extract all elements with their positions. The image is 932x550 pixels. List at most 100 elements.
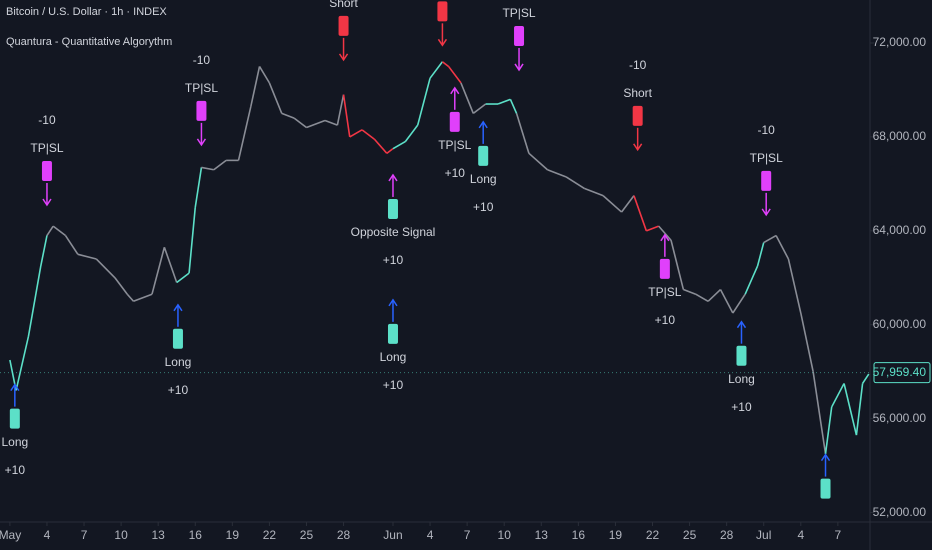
signal-arrow-head: [478, 120, 488, 129]
signal-label: TP|SL: [502, 6, 535, 20]
price-segment: [237, 106, 252, 161]
signal-arrow-head: [660, 233, 670, 242]
price-segment: [392, 140, 406, 150]
x-tick-label: 22: [263, 528, 277, 542]
price-segment: [281, 112, 295, 119]
price-segment: [349, 129, 363, 138]
price-segment: [620, 195, 635, 213]
price-segment: [95, 258, 116, 279]
x-tick-label: 22: [646, 528, 660, 542]
signal: Short: [329, 0, 359, 62]
price-segment: [843, 383, 858, 436]
price-segment: [27, 265, 42, 337]
price-segment: [800, 312, 814, 372]
price-segment: [306, 119, 326, 129]
signal-arrow-head: [761, 208, 771, 217]
signal-label: Long: [728, 372, 755, 386]
signal-label: TP|SL: [648, 285, 681, 299]
price-segment: [342, 94, 351, 138]
signal-label: Short: [329, 0, 358, 10]
price-segment: [602, 195, 623, 213]
chart-title: Bitcoin / U.S. Dollar · 1h · INDEX: [6, 6, 167, 18]
y-tick-label: 56,000.00: [873, 411, 927, 425]
price-segment: [194, 167, 203, 208]
price-segment: [52, 225, 66, 237]
signal-label: +10: [731, 400, 752, 414]
signal-label: TP|SL: [438, 138, 471, 152]
signal-label: -10: [758, 123, 776, 137]
signal-flag: [196, 100, 207, 121]
x-tick-label: 4: [427, 528, 434, 542]
signal: TP|SL +10: [438, 86, 472, 180]
price-segment: [497, 98, 511, 105]
signal-label: +10: [5, 463, 26, 477]
signal-arrow-head: [388, 173, 398, 182]
price-segment: [126, 293, 135, 302]
price-segment: [268, 82, 283, 114]
price-segment: [763, 234, 777, 244]
price-segment: [756, 242, 765, 267]
price-segment: [386, 148, 394, 154]
x-tick-label: 7: [835, 528, 842, 542]
x-tick-label: 16: [189, 528, 203, 542]
x-tick-label: 25: [300, 528, 314, 542]
x-tick-label: 16: [572, 528, 586, 542]
signal: -10 Short: [623, 58, 653, 152]
signal-label: +10: [383, 378, 404, 392]
signal-flag: [514, 25, 525, 46]
price-segment: [744, 265, 759, 295]
signal-arrow-head: [196, 138, 207, 147]
signal-label: -10: [629, 58, 647, 72]
price-segment: [404, 124, 419, 143]
x-tick-label: 25: [683, 528, 697, 542]
signal-label: Short: [623, 86, 652, 100]
price-segment: [460, 82, 475, 114]
y-tick-label: 72,000.00: [873, 35, 927, 49]
signal: Long +10: [728, 320, 755, 414]
price-segment: [515, 113, 530, 154]
signal-arrow-head: [633, 143, 643, 152]
signal-flag: [632, 105, 643, 126]
price-segment: [441, 61, 450, 68]
signal-arrow-head: [514, 63, 524, 72]
price-segment: [824, 406, 833, 455]
x-tick-label: 28: [337, 528, 351, 542]
signal-label: Long: [165, 355, 192, 369]
signal-arrow-head: [736, 320, 747, 329]
x-tick-label: May: [0, 528, 21, 542]
signal-flag: [736, 345, 747, 366]
plot: Long +10 -10 TP|SL Long +10 -10 TP|SL Short Oppos…: [1, 0, 870, 499]
signal-flag: [9, 408, 20, 429]
price-segment: [114, 277, 128, 295]
price-segment: [188, 207, 197, 274]
signal-arrow-head: [338, 53, 349, 62]
price-segment: [15, 336, 30, 391]
price-segment: [861, 373, 870, 384]
price-segment: [176, 272, 190, 284]
signal-label: TP|SL: [30, 141, 63, 155]
price-segment: [855, 383, 864, 436]
price-segment: [547, 169, 567, 178]
signal: -10 TP|SL: [30, 113, 64, 207]
y-tick-label: 68,000.00: [873, 129, 927, 143]
price-segment: [528, 152, 548, 171]
price-segment: [201, 166, 214, 171]
price-segment: [658, 225, 672, 241]
price-segment: [732, 293, 746, 314]
price-segment: [324, 119, 338, 126]
signal-arrow-head: [388, 298, 398, 307]
price-segment: [429, 61, 444, 79]
signal-flag: [338, 15, 349, 36]
x-tick-label: 4: [797, 528, 804, 542]
signal-label: +10: [383, 253, 404, 267]
signal-flag: [659, 258, 670, 279]
signal: Long +10: [165, 303, 192, 397]
signal-arrow-head: [450, 86, 460, 95]
price-segment: [447, 65, 462, 84]
signal-label: +10: [473, 200, 494, 214]
signal-label: -10: [38, 113, 56, 127]
signal-flag: [478, 145, 489, 166]
price-segment: [695, 293, 709, 302]
price-segment: [707, 288, 722, 302]
price-segment: [565, 176, 585, 190]
